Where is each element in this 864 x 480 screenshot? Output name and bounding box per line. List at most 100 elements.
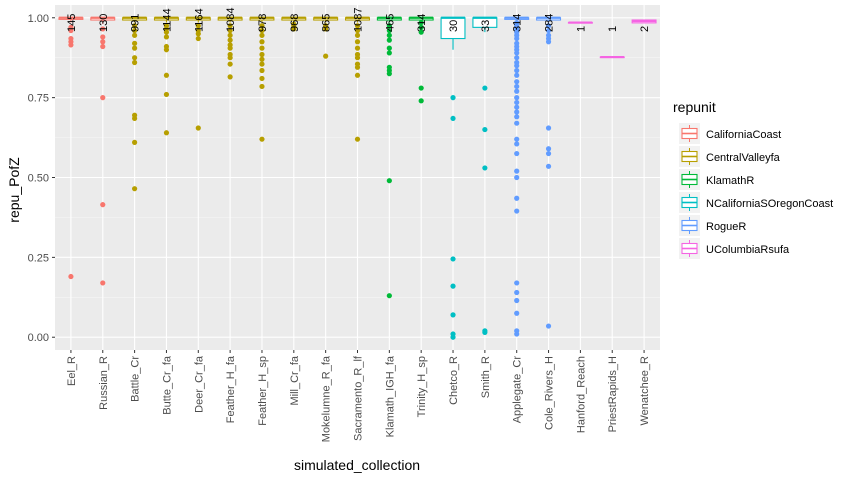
outlier-point bbox=[514, 83, 520, 90]
box-Cole_Rivers_H bbox=[536, 16, 562, 329]
y-axis: 0.00 0.25 0.50 0.75 1.00 bbox=[28, 13, 55, 344]
outlier-point bbox=[545, 39, 552, 45]
outlier-point bbox=[450, 334, 456, 340]
x-tick-label: Klamath_IGH_fa bbox=[384, 355, 396, 437]
x-tick-label: Trinity_H_sp bbox=[416, 356, 428, 417]
x-tick-label: Mill_Cr_fa bbox=[289, 355, 301, 405]
outlier-point bbox=[68, 42, 74, 48]
outlier-point bbox=[514, 72, 520, 78]
outlier-point bbox=[227, 61, 233, 67]
outlier-point bbox=[354, 64, 361, 70]
outlier-point bbox=[132, 23, 138, 29]
outlier-point bbox=[259, 56, 265, 62]
outlier-point bbox=[259, 45, 265, 51]
outlier-point bbox=[514, 79, 520, 85]
outlier-point bbox=[450, 283, 456, 289]
count-label: 314 bbox=[416, 14, 428, 32]
count-label: 1 bbox=[575, 26, 587, 32]
count-label: 991 bbox=[130, 14, 142, 32]
box-Mokelumne_R_fa bbox=[313, 16, 339, 59]
outlier-point bbox=[482, 329, 488, 336]
outlier-point bbox=[354, 32, 361, 38]
outlier-point bbox=[386, 23, 392, 29]
box-Deer_Cr_fa bbox=[185, 16, 211, 131]
outlier-point bbox=[132, 115, 138, 122]
outlier-point bbox=[132, 40, 138, 46]
legend-label: UColumbiaRsufa bbox=[706, 244, 790, 256]
outlier-point bbox=[514, 331, 520, 337]
outlier-point bbox=[514, 136, 520, 142]
box-Applegate_Cr bbox=[504, 16, 530, 337]
box-Hanford_Reach bbox=[567, 21, 593, 24]
count-label: 130 bbox=[98, 14, 110, 32]
outlier-point bbox=[259, 39, 265, 45]
x-tick-label: Butte_Cr_fa bbox=[161, 355, 173, 415]
outlier-point bbox=[386, 37, 392, 43]
y-tick-label: 0.75 bbox=[28, 93, 49, 105]
outlier-point bbox=[514, 150, 520, 157]
box-Mill_Cr_fa bbox=[281, 16, 307, 32]
outlier-point bbox=[514, 50, 520, 56]
outlier-point bbox=[545, 323, 552, 329]
x-tick-label: Hanford_Reach bbox=[575, 356, 587, 433]
outlier-point bbox=[514, 174, 520, 181]
outlier-point bbox=[163, 47, 170, 53]
count-label: 465 bbox=[384, 14, 396, 32]
y-tick-label: 0.00 bbox=[28, 332, 49, 344]
outlier-point bbox=[545, 125, 552, 131]
box-Trinity_H_sp bbox=[408, 16, 434, 104]
outlier-point bbox=[132, 27, 138, 34]
x-tick-label: Battle_Cr bbox=[130, 356, 142, 402]
legend-item: NCaliforniaSOregonCoast bbox=[679, 192, 833, 213]
outlier-point bbox=[386, 50, 392, 56]
count-label: 968 bbox=[289, 14, 301, 32]
x-tick-label: Feather_H_fa bbox=[225, 355, 237, 423]
count-label: 314 bbox=[512, 14, 524, 32]
x-tick-label: Applegate_Cr bbox=[512, 356, 524, 424]
outlier-point bbox=[195, 35, 201, 42]
outlier-point bbox=[418, 29, 424, 35]
outlier-point bbox=[450, 256, 456, 262]
outlier-point bbox=[68, 273, 74, 280]
box-Wenatchee_R bbox=[631, 19, 657, 24]
outlier-point bbox=[100, 43, 106, 50]
outlier-point bbox=[514, 141, 520, 147]
box-Russian_R bbox=[90, 16, 116, 286]
box-Butte_Cr_fa bbox=[153, 16, 179, 136]
count-label: 1164 bbox=[193, 8, 205, 32]
outlier-point bbox=[514, 168, 520, 174]
x-tick-label: Smith_R bbox=[480, 356, 492, 398]
outlier-point bbox=[132, 139, 138, 145]
box-Klamath_IGH_fa bbox=[376, 16, 402, 299]
outlier-point bbox=[386, 178, 392, 184]
outlier-point bbox=[100, 280, 106, 286]
outlier-point bbox=[514, 289, 520, 296]
outlier-point bbox=[163, 34, 170, 40]
outlier-point bbox=[514, 310, 520, 316]
x-tick-label: Feather_H_sp bbox=[257, 356, 269, 426]
outlier-point bbox=[227, 32, 233, 38]
legend-label: NCaliforniaSOregonCoast bbox=[706, 198, 833, 210]
legend-item: RogueR bbox=[679, 215, 746, 236]
outlier-point bbox=[514, 99, 520, 106]
outlier-point bbox=[68, 27, 74, 34]
outlier-point bbox=[514, 195, 520, 201]
count-label: 978 bbox=[257, 14, 269, 32]
outlier-point bbox=[418, 98, 424, 104]
box-Smith_R bbox=[472, 16, 498, 336]
box-Battle_Cr bbox=[122, 16, 148, 192]
outlier-point bbox=[418, 24, 424, 30]
y-axis-title: repu_PofZ bbox=[6, 157, 22, 223]
outlier-point bbox=[100, 39, 106, 45]
y-tick-label: 0.25 bbox=[28, 252, 49, 264]
box-Feather_H_fa bbox=[217, 16, 243, 80]
outlier-point bbox=[514, 280, 520, 286]
outlier-point bbox=[354, 72, 361, 78]
outlier-point bbox=[354, 55, 361, 61]
count-label: 145 bbox=[66, 14, 78, 32]
outlier-point bbox=[450, 312, 456, 318]
outlier-point bbox=[386, 293, 392, 299]
outlier-point bbox=[514, 104, 520, 110]
y-tick-label: 1.00 bbox=[28, 13, 49, 25]
count-label: 33 bbox=[480, 20, 492, 32]
